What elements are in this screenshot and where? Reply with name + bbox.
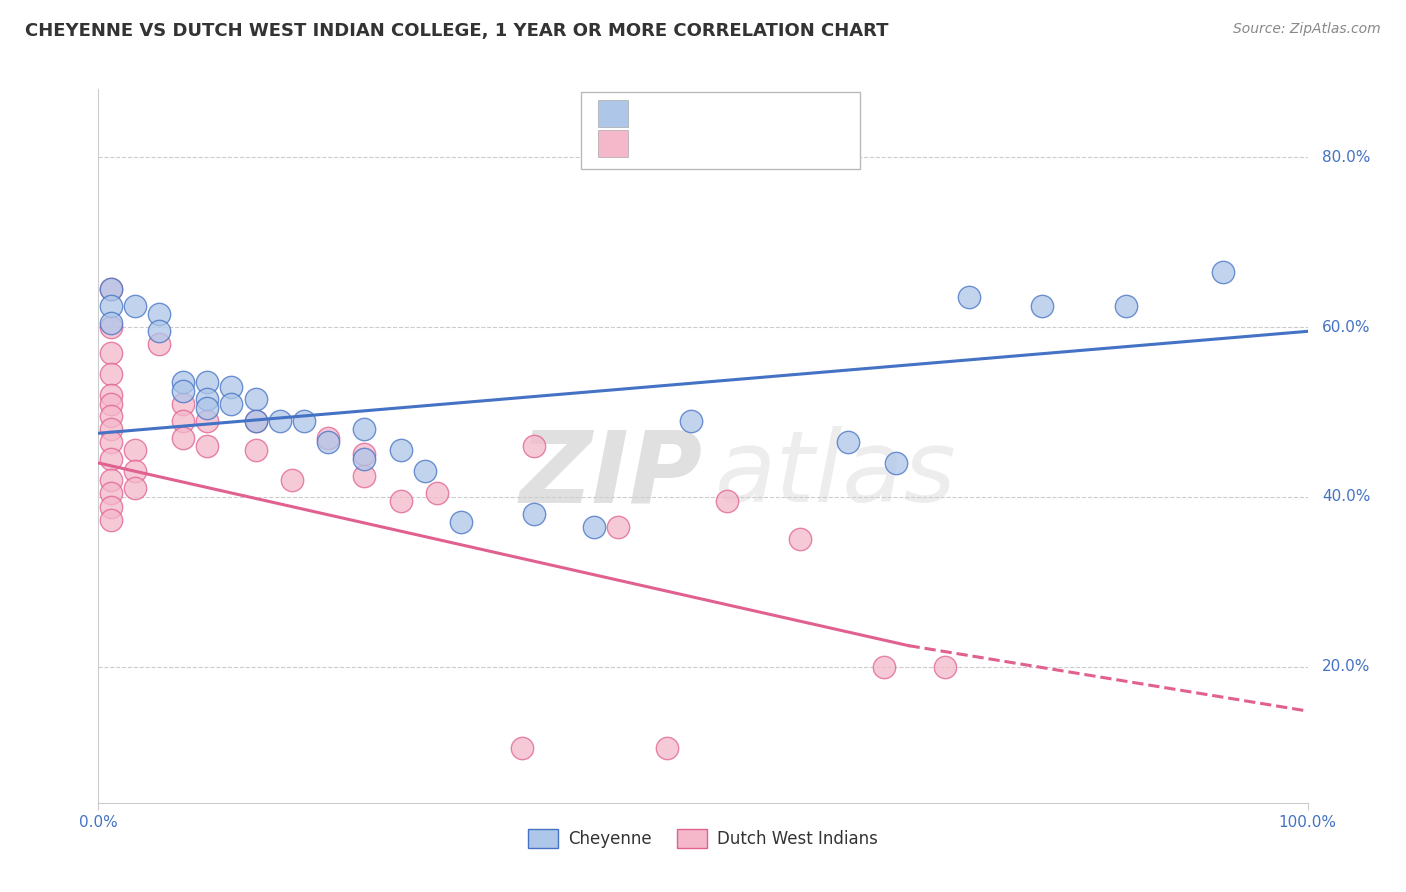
- Point: [172, 384, 194, 398]
- Text: 60.0%: 60.0%: [1322, 319, 1371, 334]
- Point: [195, 439, 218, 453]
- Text: ZIP: ZIP: [520, 426, 703, 523]
- Text: Source: ZipAtlas.com: Source: ZipAtlas.com: [1233, 22, 1381, 37]
- Point: [426, 485, 449, 500]
- Point: [413, 465, 436, 479]
- Point: [934, 660, 956, 674]
- Point: [221, 396, 243, 410]
- Text: 80.0%: 80.0%: [1322, 150, 1371, 165]
- Point: [789, 533, 811, 547]
- Point: [100, 409, 122, 424]
- Point: [124, 299, 146, 313]
- Point: [245, 413, 267, 427]
- Point: [100, 396, 122, 410]
- Point: [100, 316, 122, 330]
- Text: 40.0%: 40.0%: [1322, 490, 1371, 505]
- Point: [100, 388, 122, 402]
- Point: [100, 513, 122, 527]
- Point: [1115, 299, 1137, 313]
- Point: [195, 376, 218, 390]
- Point: [100, 434, 122, 449]
- Point: [353, 468, 375, 483]
- Point: [245, 392, 267, 407]
- Point: [353, 422, 375, 436]
- Point: [450, 516, 472, 530]
- Point: [679, 413, 702, 427]
- Point: [523, 507, 546, 521]
- Point: [269, 413, 291, 427]
- Point: [389, 443, 412, 458]
- Text: 20.0%: 20.0%: [1322, 659, 1371, 674]
- Point: [100, 485, 122, 500]
- Point: [195, 413, 218, 427]
- Point: [100, 473, 122, 487]
- Point: [655, 741, 678, 756]
- Point: [100, 367, 122, 381]
- Point: [148, 324, 170, 338]
- Text: CHEYENNE VS DUTCH WEST INDIAN COLLEGE, 1 YEAR OR MORE CORRELATION CHART: CHEYENNE VS DUTCH WEST INDIAN COLLEGE, 1…: [25, 22, 889, 40]
- Point: [172, 396, 194, 410]
- Text: R =  0.237   N = 32: R = 0.237 N = 32: [640, 106, 789, 120]
- Point: [100, 282, 122, 296]
- Point: [1031, 299, 1053, 313]
- Point: [353, 451, 375, 466]
- Point: [957, 290, 980, 304]
- Point: [245, 443, 267, 458]
- Point: [100, 299, 122, 313]
- Point: [292, 413, 315, 427]
- Point: [316, 434, 339, 449]
- Point: [124, 482, 146, 496]
- Point: [583, 519, 606, 533]
- Point: [124, 443, 146, 458]
- Point: [1212, 265, 1234, 279]
- Point: [148, 307, 170, 321]
- Point: [100, 500, 122, 515]
- Point: [100, 422, 122, 436]
- Point: [172, 430, 194, 444]
- Point: [389, 494, 412, 508]
- Point: [148, 337, 170, 351]
- Point: [100, 451, 122, 466]
- Point: [716, 494, 738, 508]
- Text: atlas: atlas: [716, 426, 956, 523]
- Point: [172, 413, 194, 427]
- Point: [172, 376, 194, 390]
- Point: [316, 430, 339, 444]
- Point: [886, 456, 908, 470]
- Point: [245, 413, 267, 427]
- Point: [124, 465, 146, 479]
- Point: [221, 379, 243, 393]
- Point: [837, 434, 859, 449]
- Point: [100, 320, 122, 334]
- Point: [195, 392, 218, 407]
- Point: [100, 345, 122, 359]
- Point: [353, 448, 375, 462]
- Point: [281, 473, 304, 487]
- Point: [873, 660, 896, 674]
- Point: [100, 282, 122, 296]
- Point: [523, 439, 546, 453]
- Legend: Cheyenne, Dutch West Indians: Cheyenne, Dutch West Indians: [522, 822, 884, 855]
- Text: R = -0.296   N = 38: R = -0.296 N = 38: [640, 136, 790, 151]
- Point: [195, 401, 218, 415]
- Point: [607, 519, 630, 533]
- Point: [510, 741, 533, 756]
